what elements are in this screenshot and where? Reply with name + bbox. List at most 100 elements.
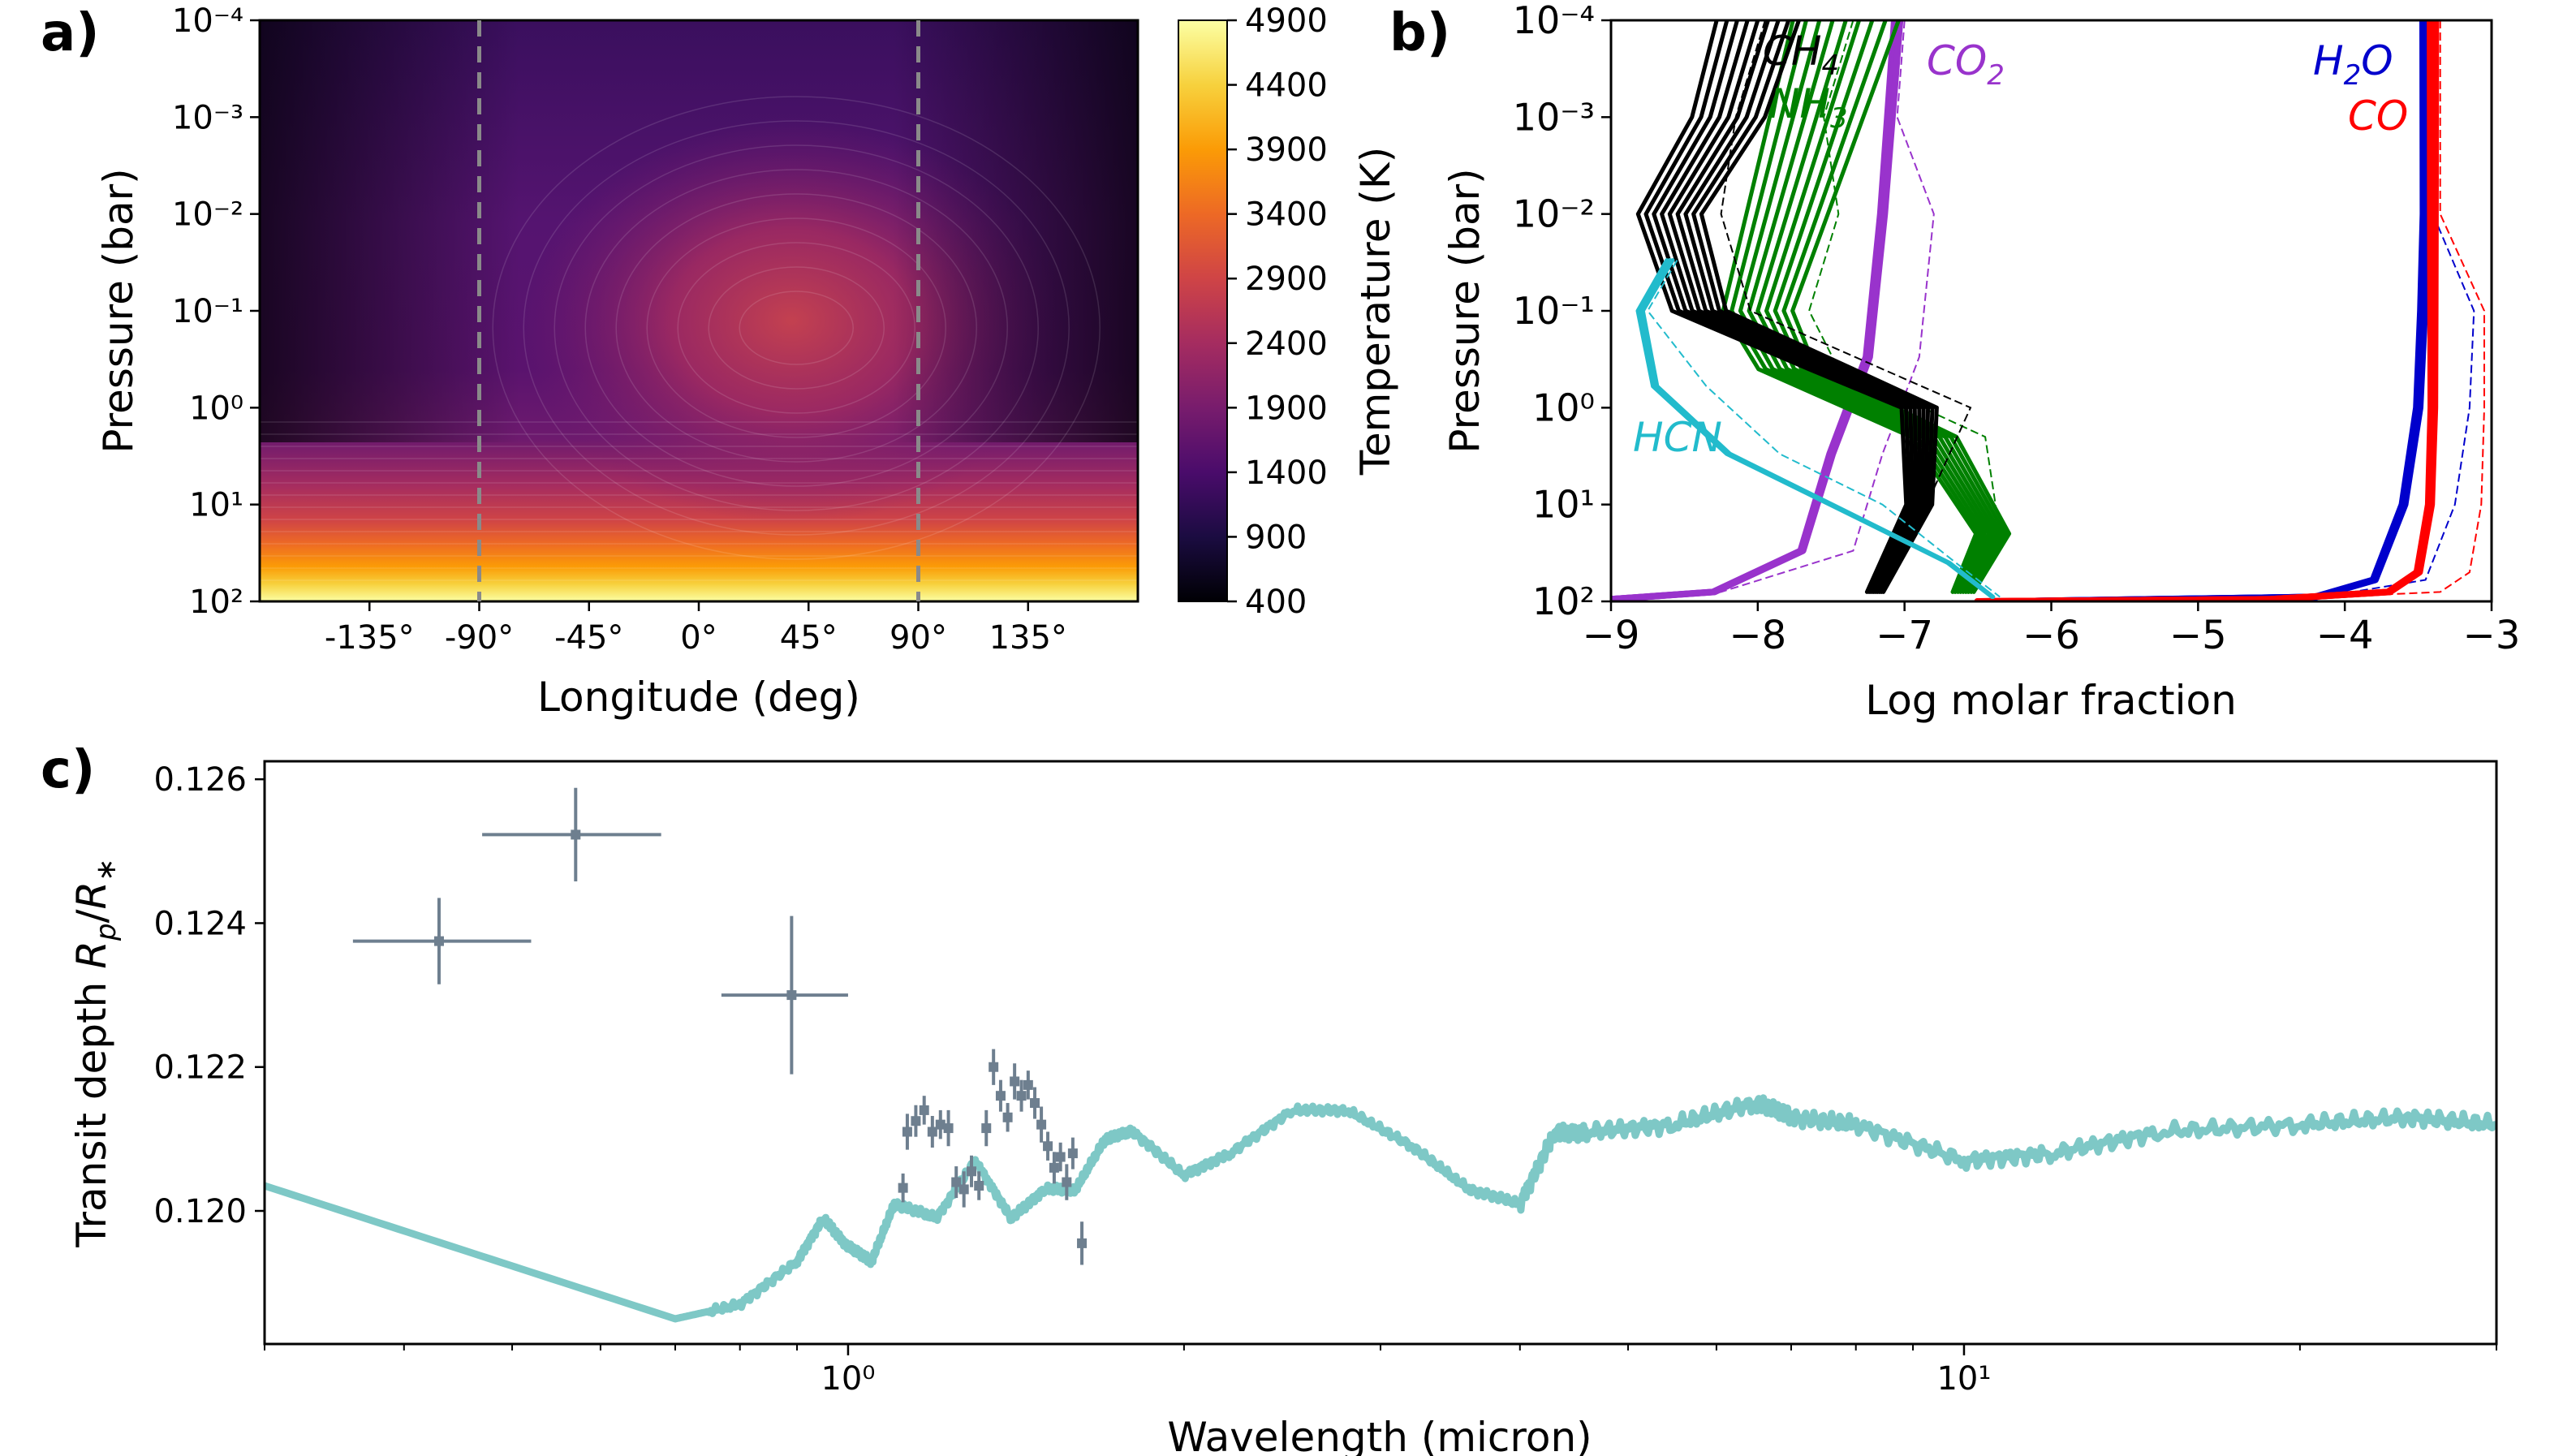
spectrum-xtick-label: 10⁰ xyxy=(821,1360,875,1398)
observation-point xyxy=(482,787,661,882)
abundance-line-ch4 xyxy=(1691,20,1935,594)
observation-marker xyxy=(974,1180,984,1191)
observation-marker xyxy=(1002,1112,1013,1122)
abundance-dashed-co xyxy=(1985,20,2485,601)
abundance-ytick-label: 10⁻³ xyxy=(1513,95,1595,139)
observation-marker xyxy=(902,1126,912,1137)
observation-point xyxy=(1030,1087,1040,1119)
observation-marker xyxy=(571,829,581,840)
abundance-line-ch4 xyxy=(1643,20,1912,594)
observation-point xyxy=(1062,1164,1072,1200)
panel-b-abundances: −9 −8 −7 −6 −5 −4 −3 10⁻⁴ 10⁻³ 10⁻² 10⁻¹ 10⁰ 10¹ 10²… xyxy=(1441,0,2520,724)
heatmap-contour xyxy=(646,218,946,438)
spectrum-ylabel: Transit depth Rp/R∗ xyxy=(68,858,123,1247)
heatmap-ytick-label: 10⁻² xyxy=(172,196,243,234)
heatmap-contour xyxy=(739,291,854,365)
observation-marker xyxy=(1062,1177,1072,1187)
spectrum-ytick-label: 0.120 xyxy=(153,1193,247,1230)
abundance-ytick-label: 10¹ xyxy=(1532,483,1595,527)
observation-point xyxy=(721,915,848,1075)
heatmap-xtick-label: 135° xyxy=(989,619,1067,657)
observation-marker xyxy=(433,936,444,946)
abundance-ylabel: Pressure (bar) xyxy=(1441,168,1488,453)
heatmap-xtick-label: -90° xyxy=(445,619,514,657)
observation-marker xyxy=(1043,1141,1053,1152)
abundance-line-hcn xyxy=(1640,258,1996,599)
observation-marker xyxy=(1030,1098,1040,1109)
observation-point xyxy=(1010,1063,1020,1100)
heatmap-contour xyxy=(492,96,1101,560)
observation-marker xyxy=(967,1166,977,1177)
observation-point xyxy=(1036,1106,1047,1143)
heatmap-ylabel: Pressure (bar) xyxy=(95,168,142,453)
heatmap-contour xyxy=(615,193,977,463)
observation-point xyxy=(898,1173,908,1203)
observation-point xyxy=(1049,1152,1059,1184)
observation-point xyxy=(989,1049,999,1085)
colorbar-tick-label: 3400 xyxy=(1245,196,1328,234)
abundance-ytick-label: 10⁻¹ xyxy=(1513,289,1595,333)
spectrum-ytick-label: 0.124 xyxy=(153,905,247,942)
observation-point xyxy=(352,898,532,984)
observation-marker xyxy=(981,1123,992,1134)
heatmap-contour xyxy=(523,120,1070,536)
heatmap-ytick-label: 10⁻³ xyxy=(172,99,243,136)
panel-a-heatmap: -135° -90° -45° 0° 45° 90° 135° 10⁻⁴ 10⁻³ 10⁻² 10… xyxy=(95,2,1399,721)
heatmap-ytick-label: 10² xyxy=(189,584,243,621)
observation-marker xyxy=(1016,1091,1027,1101)
abundance-line-ch4 xyxy=(1683,20,1931,594)
spectrum-frame xyxy=(263,760,2498,1346)
observation-point xyxy=(927,1116,937,1148)
heatmap-ytick-label: 10⁻¹ xyxy=(172,293,243,330)
observation-point xyxy=(967,1155,977,1187)
spectrum-xlabel: Wavelength (micron) xyxy=(1167,1414,1592,1456)
abundance-xtick-label: −3 xyxy=(2463,613,2521,658)
panel-c-spectrum: 10⁰ 10¹ 0.120 0.122 0.124 0.126 Wavelength (… xyxy=(68,760,2498,1456)
abundance-xtick-label: −7 xyxy=(1876,613,1933,658)
observation-point xyxy=(935,1109,946,1139)
observation-point xyxy=(919,1096,929,1125)
colorbar-tick-label: 1900 xyxy=(1245,390,1328,427)
observation-point xyxy=(974,1171,984,1200)
observation-point xyxy=(902,1114,912,1150)
observation-point xyxy=(1055,1142,1066,1172)
heatmap-xtick-label: 90° xyxy=(890,619,947,657)
abundance-line-ch4 xyxy=(1667,20,1922,594)
observation-marker xyxy=(1010,1076,1020,1087)
panel-c-letter: c) xyxy=(41,740,95,800)
heatmap-ytick-label: 10⁻⁴ xyxy=(172,2,243,40)
abundance-line-ch4 xyxy=(1699,20,1939,594)
abundance-ytick-label: 10⁰ xyxy=(1532,386,1595,429)
observation-marker xyxy=(1049,1162,1059,1173)
observation-marker xyxy=(951,1177,962,1187)
colorbar-tick-label: 2900 xyxy=(1245,261,1328,298)
observation-marker xyxy=(927,1126,937,1137)
observation-marker xyxy=(1077,1238,1088,1248)
colorbar-label: Temperature (K) xyxy=(1352,147,1399,476)
observation-point xyxy=(943,1109,954,1147)
abundance-dashed-nh3 xyxy=(1808,20,2001,592)
observation-point xyxy=(1016,1079,1027,1112)
observation-point xyxy=(995,1079,1006,1112)
observation-marker xyxy=(935,1119,946,1130)
observation-point xyxy=(1023,1070,1033,1100)
panel-a-letter: a) xyxy=(41,3,99,63)
observation-marker xyxy=(1055,1152,1066,1162)
colorbar-tick-label: 4400 xyxy=(1245,67,1328,105)
abundance-dashed-ch4 xyxy=(1720,20,1972,592)
heatmap-xlabel: Longitude (deg) xyxy=(537,674,860,721)
observation-marker xyxy=(919,1105,929,1115)
observation-point xyxy=(951,1166,962,1199)
abundance-xtick-label: −5 xyxy=(2169,613,2227,658)
observation-marker xyxy=(989,1062,999,1072)
abundance-xtick-label: −6 xyxy=(2022,613,2080,658)
heatmap-nightside-west xyxy=(260,20,519,442)
observation-point xyxy=(1043,1131,1053,1161)
abundance-line-nh3 xyxy=(1790,20,2012,594)
colorbar-tick-label: 400 xyxy=(1245,584,1307,621)
observation-marker xyxy=(786,990,797,1001)
abundance-line-nh3 xyxy=(1781,20,2007,594)
label-h2o: H2O xyxy=(2313,37,2393,92)
observation-point xyxy=(1067,1137,1078,1170)
abundance-line-ch4 xyxy=(1652,20,1915,594)
